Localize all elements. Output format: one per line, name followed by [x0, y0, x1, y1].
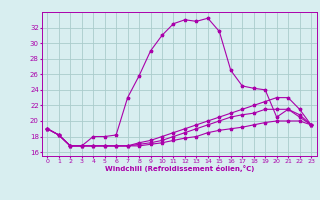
- X-axis label: Windchill (Refroidissement éolien,°C): Windchill (Refroidissement éolien,°C): [105, 165, 254, 172]
